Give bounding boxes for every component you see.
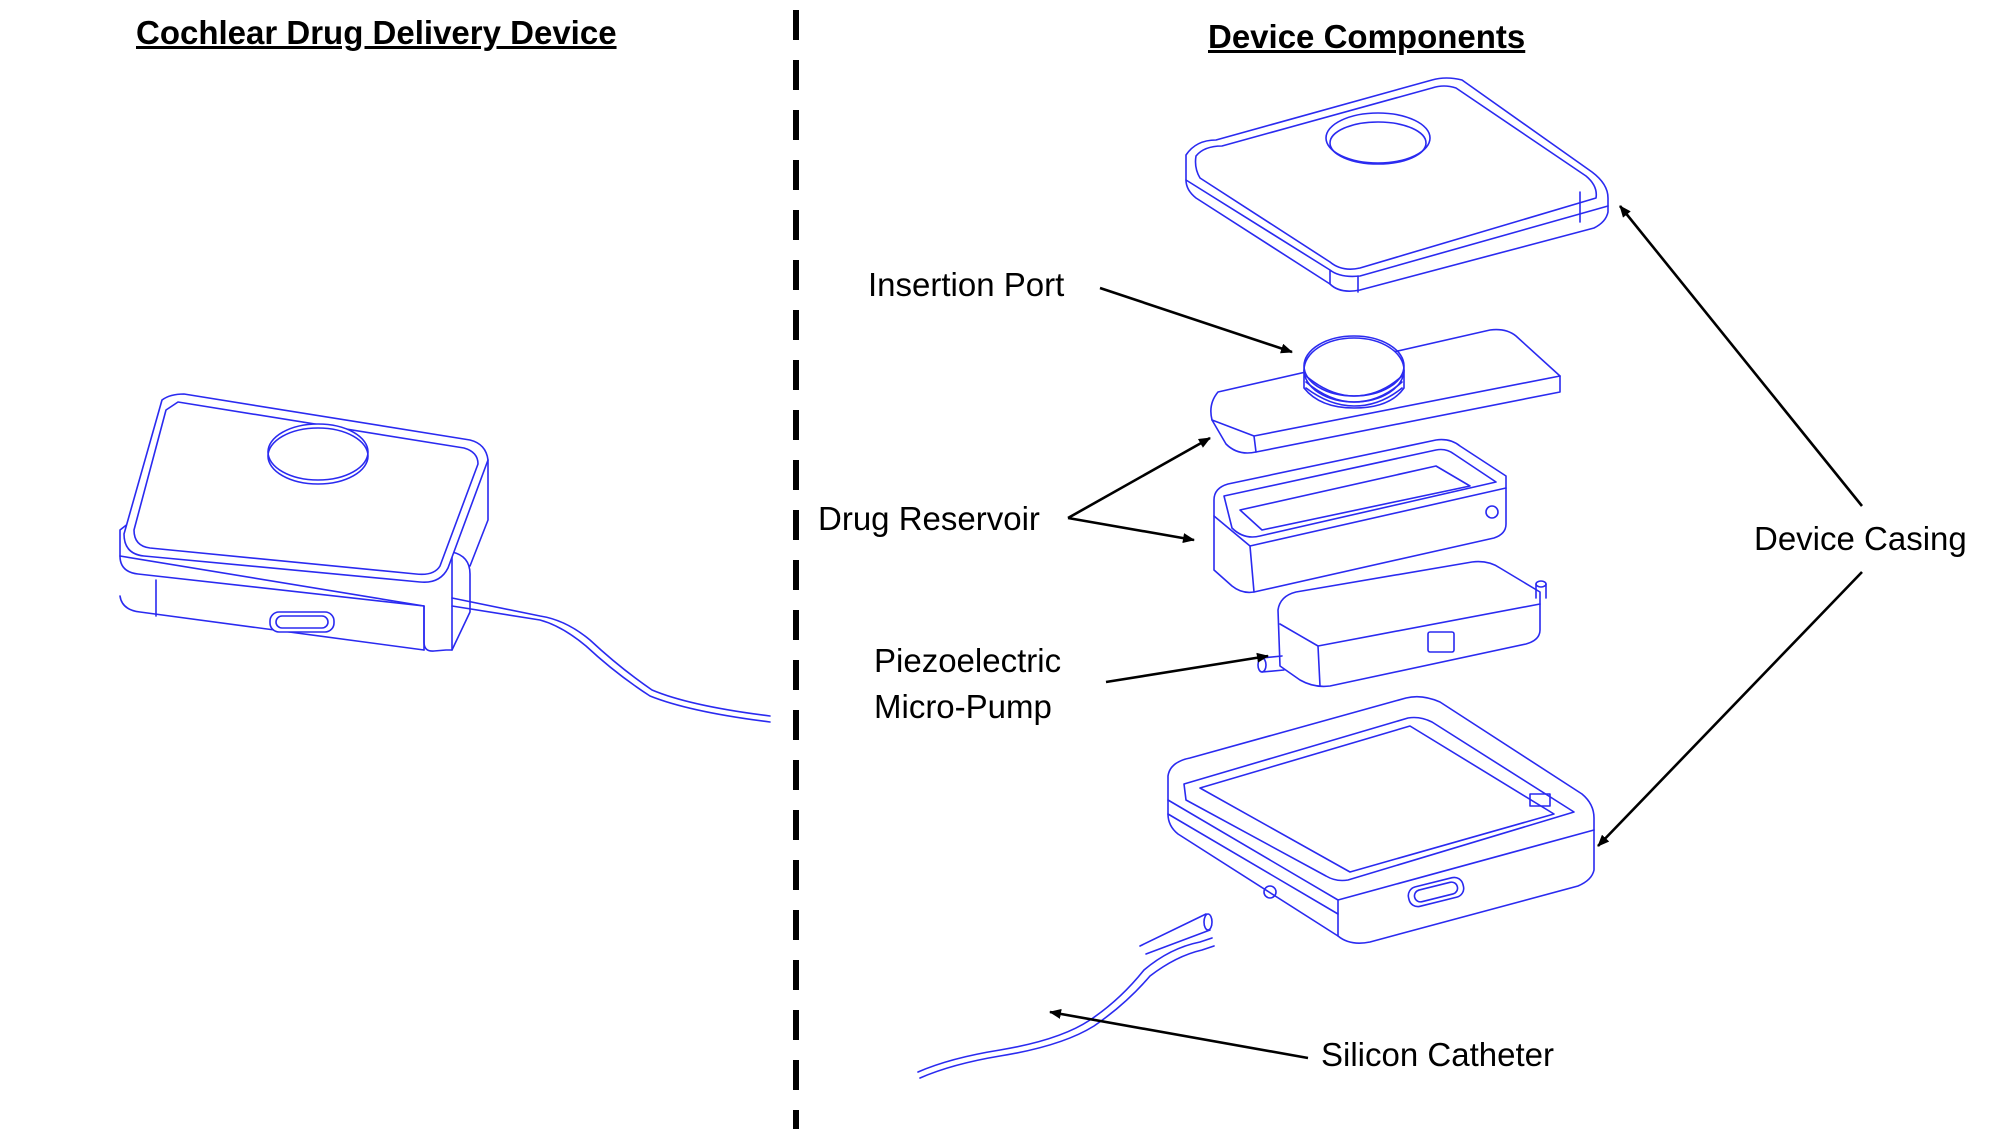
silicon-catheter-label: Silicon Catheter bbox=[1321, 1036, 1554, 1073]
micro-pump-label-line1: Piezoelectric bbox=[874, 642, 1062, 679]
casing-lid bbox=[1185, 77, 1609, 293]
arrow-reservoir-tray bbox=[1067, 516, 1195, 544]
left-title: Cochlear Drug Delivery Device bbox=[136, 14, 617, 51]
drug-reservoir-label: Drug Reservoir bbox=[818, 500, 1040, 537]
micro-pump bbox=[1257, 560, 1547, 688]
device-casing-label: Device Casing bbox=[1754, 520, 1967, 557]
arrow-insertion-port bbox=[1099, 286, 1293, 354]
micro-pump-label-line2: Micro-Pump bbox=[874, 688, 1052, 725]
arrow-micro-pump bbox=[1105, 652, 1269, 684]
insertion-port-label: Insertion Port bbox=[868, 266, 1065, 303]
arrow-silicon-catheter bbox=[1049, 1009, 1309, 1060]
annotation-arrows bbox=[1049, 205, 1864, 1060]
arrow-reservoir-plate bbox=[1067, 436, 1211, 520]
insertion-port-plate bbox=[1210, 328, 1561, 454]
arrow-casing-lid bbox=[1618, 205, 1864, 507]
casing-base bbox=[1167, 695, 1595, 944]
drug-reservoir-tray bbox=[1213, 438, 1507, 594]
silicon-catheter bbox=[917, 913, 1215, 1079]
arrow-casing-base bbox=[1597, 571, 1863, 847]
right-title: Device Components bbox=[1208, 18, 1526, 55]
assembled-device bbox=[119, 393, 771, 723]
